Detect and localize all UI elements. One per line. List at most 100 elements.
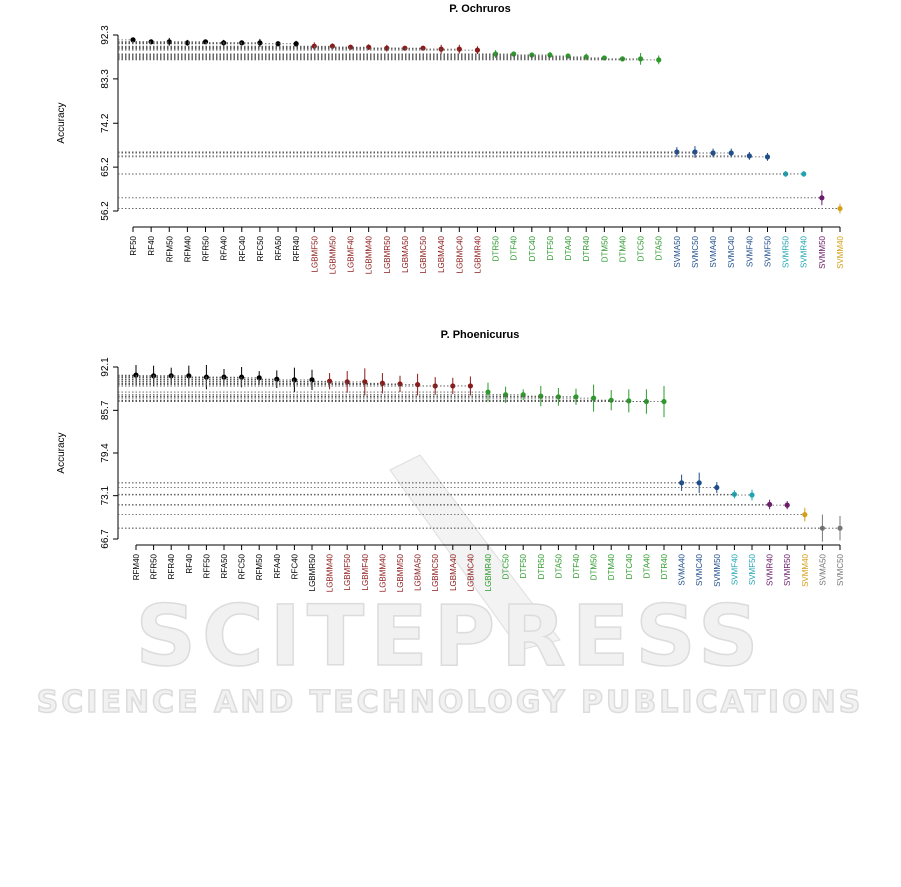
x-tick-label: LGBMR50 bbox=[383, 235, 392, 273]
point bbox=[256, 375, 262, 381]
watermark-logo bbox=[389, 454, 561, 651]
watermark-title: SCITEPRESS bbox=[136, 587, 765, 685]
x-tick-label: DTF40 bbox=[572, 553, 581, 578]
point bbox=[767, 501, 773, 508]
point bbox=[474, 47, 481, 53]
x-tick-label: RFM50 bbox=[165, 235, 174, 262]
x-tick-label: RFR40 bbox=[292, 235, 301, 261]
point bbox=[347, 44, 354, 50]
point bbox=[637, 56, 644, 62]
point bbox=[643, 398, 650, 405]
x-tick-label: RFC40 bbox=[290, 553, 299, 579]
point bbox=[257, 40, 263, 46]
x-tick-label: DTF50 bbox=[519, 553, 528, 578]
chart-panel: P. Phoenicurus Accuracy 92.1 85.7 79.4 73.1 66… bbox=[56, 329, 845, 592]
x-tick-label: SVMC50 bbox=[691, 235, 700, 268]
point bbox=[749, 492, 755, 498]
x-tick-label: RF40 bbox=[147, 235, 156, 255]
x-tick-label: RFC50 bbox=[238, 553, 247, 579]
chart-title: P. Phoenicurus bbox=[441, 329, 520, 341]
x-tick-label: LGBMC50 bbox=[431, 553, 440, 591]
point bbox=[415, 382, 421, 388]
point bbox=[837, 205, 843, 212]
y-tick-label: 56.2 bbox=[100, 201, 111, 221]
y-tick-label: 83.3 bbox=[100, 69, 111, 89]
point bbox=[133, 372, 139, 378]
x-tick-label: DTR40 bbox=[660, 553, 669, 579]
x-tick-label: RFA50 bbox=[220, 553, 229, 578]
point bbox=[728, 150, 734, 156]
x-tick-label: LGBMM40 bbox=[326, 553, 335, 592]
x-tick-label: DTR40 bbox=[582, 235, 591, 261]
point bbox=[591, 395, 597, 401]
y-tick-label: 92.3 bbox=[100, 25, 111, 45]
x-tick-label: LGBMM40 bbox=[365, 235, 374, 274]
x-tick-label: SVMA40 bbox=[678, 553, 687, 585]
point bbox=[601, 55, 607, 61]
point bbox=[397, 381, 403, 387]
point bbox=[573, 394, 579, 400]
x-tick-label: RFC40 bbox=[238, 235, 247, 261]
x-tick-label: LGBMR40 bbox=[484, 553, 493, 591]
point bbox=[783, 171, 789, 177]
point bbox=[450, 383, 456, 389]
point bbox=[402, 45, 408, 51]
y-tick-label: 65.2 bbox=[100, 157, 111, 177]
point bbox=[275, 41, 281, 47]
x-tick-label: SVMM50 bbox=[818, 235, 827, 268]
x-tick-label: DTC40 bbox=[528, 235, 537, 261]
x-tick-label: LGBMM40 bbox=[378, 553, 387, 592]
x-tick-label: DTA50 bbox=[655, 235, 664, 260]
point bbox=[656, 57, 662, 63]
y-axis-label: Accuracy bbox=[56, 102, 67, 143]
x-tick-label: SVMR40 bbox=[766, 553, 775, 586]
point bbox=[485, 389, 491, 395]
point bbox=[714, 484, 720, 491]
point bbox=[379, 380, 385, 386]
y-tick-label: 79.4 bbox=[100, 443, 111, 463]
y-axis-label: Accuracy bbox=[56, 432, 67, 473]
point bbox=[746, 153, 752, 159]
x-tick-label: LGBMC40 bbox=[466, 553, 475, 591]
x-tick-label: LGBMA40 bbox=[437, 235, 446, 272]
point bbox=[293, 41, 299, 47]
y-tick-label: 66.7 bbox=[100, 529, 111, 549]
point bbox=[731, 491, 738, 497]
point bbox=[130, 37, 136, 43]
x-tick-label: LGBMR50 bbox=[308, 553, 317, 591]
x-tick-label: RFA50 bbox=[274, 235, 283, 260]
x-tick-label: RF40 bbox=[185, 553, 194, 573]
x-tick-label: RF50 bbox=[129, 235, 138, 255]
x-tick-label: RFF50 bbox=[202, 553, 211, 578]
x-tick-label: DTC50 bbox=[637, 235, 646, 261]
x-tick-label: DTC40 bbox=[625, 553, 634, 579]
x-tick-label: LGBMA50 bbox=[401, 235, 410, 272]
x-tick-label: LGBMC50 bbox=[419, 235, 428, 273]
x-tick-label: SVMM40 bbox=[836, 235, 845, 268]
x-tick-label: SVMR40 bbox=[800, 235, 809, 268]
x-tick-label: DTR50 bbox=[537, 553, 546, 579]
x-tick-label: LGBMM50 bbox=[396, 553, 405, 592]
x-tick-label: LGBMF40 bbox=[347, 235, 356, 272]
point bbox=[239, 374, 245, 380]
x-tick-label: DTM40 bbox=[618, 235, 627, 262]
point bbox=[692, 149, 698, 155]
x-tick-label: RFR50 bbox=[150, 553, 159, 579]
x-tick-label: SVMA40 bbox=[709, 235, 718, 267]
x-tick-label: SVMF40 bbox=[730, 553, 739, 585]
x-tick-label: LGBMF50 bbox=[310, 235, 319, 272]
x-tick-label: LGBMR40 bbox=[473, 235, 482, 273]
x-tick-label: SVMF50 bbox=[763, 235, 772, 267]
x-tick-label: LGBMA50 bbox=[414, 553, 423, 590]
point bbox=[274, 376, 280, 382]
point bbox=[186, 373, 192, 379]
x-tick-label: SVMM50 bbox=[713, 553, 722, 586]
x-tick-label: LGBMF50 bbox=[343, 553, 352, 590]
x-tick-label: SVMF50 bbox=[748, 553, 757, 585]
x-tick-label: SVMC40 bbox=[695, 553, 704, 586]
watermark-subtitle: SCIENCE AND TECHNOLOGY PUBLICATIONS bbox=[37, 685, 864, 720]
chart-title: P. Ochruros bbox=[449, 3, 511, 15]
point bbox=[148, 39, 154, 45]
